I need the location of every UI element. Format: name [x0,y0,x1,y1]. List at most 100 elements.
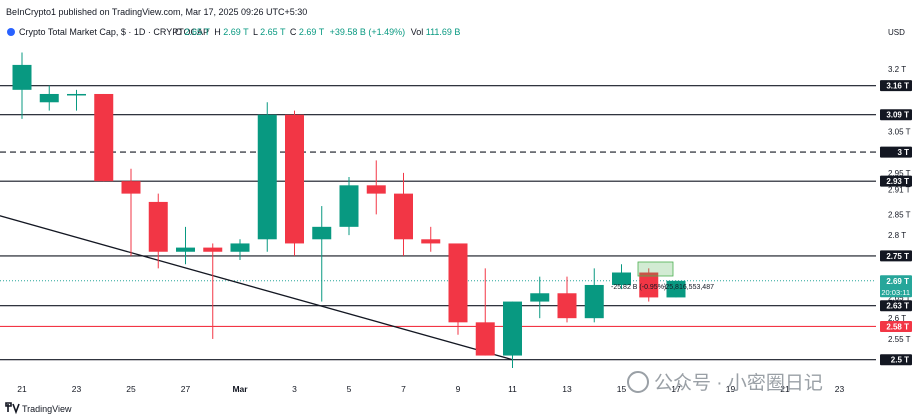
x-tick-label: 23 [72,384,82,394]
level-badge-label: 3.16 T [886,82,909,91]
candle-body [121,181,141,194]
measure-annotation: -25.82 B (-0.95%) -25,816,553,487 [611,261,714,291]
candle-body [148,201,168,252]
level-badge [880,175,912,187]
x-tick-label: 3 [292,384,297,394]
countdown-label: 20:03:11 [881,288,910,297]
x-tick-label: 27 [181,384,191,394]
candle [230,239,250,261]
y-tick-label: 3.2 T [888,65,906,74]
candle-body [203,247,223,252]
candle [203,243,223,339]
candle [285,110,304,256]
x-tick-label: 7 [401,384,406,394]
candle-body [503,301,522,356]
candle [394,172,413,256]
y-tick-label: 2.65 T [888,293,911,302]
x-tick-label: 9 [456,384,461,394]
candle-body [230,243,250,252]
level-badge [880,320,912,332]
x-axis-ticks: 21 23 25 27 Mar 3 5 7 9 11 13 15 17 19 21 23 [17,384,844,394]
level-badge-label: 2.58 T [886,322,909,331]
y-tick-label: 2.55 T [888,335,911,344]
tradingview-logo-icon [5,402,20,415]
candle [121,168,141,256]
candle [448,243,468,335]
candle [312,206,332,302]
wechat-icon [627,371,649,393]
candle-body [257,114,277,240]
candle [584,268,604,323]
level-badge-label: 3.09 T [886,111,909,120]
candle [557,276,577,323]
level-badge [880,275,912,298]
x-tick-label: 5 [347,384,352,394]
y-axis-ticks: 3.2 T 3.05 T 2.95 T 2.91 T 2.85 T 2.8 T 2.65 T… [888,65,911,344]
y-tick-label: 2.6 T [888,314,906,323]
symbol-logo-icon [7,28,15,36]
published-line: BeInCrypto1 published on TradingView.com… [6,7,307,17]
x-tick-label: 17 [671,384,681,394]
x-tick-label: 15 [617,384,627,394]
low-label: L [253,27,258,37]
open-label: O [175,27,182,37]
level-badge [880,80,912,92]
low-value: 2.65 T [260,27,286,37]
x-tick-label: 13 [562,384,572,394]
candle-body [666,280,686,298]
candle-body [285,114,304,244]
candle-body [176,247,195,252]
measure-left-label: -25.82 B (-0.95%) [611,284,666,291]
candle [503,301,522,368]
level-badge-label: 2.93 T [886,177,909,186]
level-badge [880,146,912,158]
volume-label: Vol [411,27,424,37]
symbol-info: Crypto Total Market Cap, $ · 1D · CRYPTO… [19,27,460,37]
candle [257,102,277,252]
symbol-title: Crypto Total Market Cap, $ · 1D · CRYPTO… [19,27,209,37]
candle [475,268,495,356]
close-label: C [290,27,297,37]
candle [612,264,631,290]
candle-body [12,64,32,90]
y-tick-label: 2.85 T [888,210,911,219]
level-badge [880,354,912,366]
support-resistance-levels [0,85,876,361]
x-tick-label: 21 [780,384,790,394]
candles [12,52,686,368]
candle [366,160,386,215]
y-tick-label: 2.8 T [888,231,906,240]
candle-body [584,284,604,319]
candle [176,226,195,265]
y-tick-label: 2.91 T [888,185,911,194]
y-tick-label: 3.05 T [888,127,911,136]
x-tick-label: 19 [726,384,736,394]
candle-body [557,293,577,319]
candle [639,268,659,302]
candle-body [366,185,386,194]
close-value: 2.69 T [299,27,325,37]
high-value: 2.69 T [223,27,249,37]
price-axis-badges: 3.16 T 3.09 T 3 T 2.93 T 2.75 T 2.69 T 20:03:1… [880,80,912,366]
level-badge-label: 2.63 T [886,302,909,311]
candle [666,280,686,298]
measure-right-label: -25,816,553,487 [663,284,714,291]
candle-body [639,272,659,298]
candle [94,93,114,182]
candle [421,226,441,252]
candle-body [448,243,468,323]
candle [530,276,550,319]
level-badge-label: 3 T [897,148,909,157]
level-badge [880,109,912,121]
candle [148,193,168,269]
candle-body [421,239,441,244]
candle-body [39,93,59,103]
trendline [0,215,513,361]
candle-body [339,185,359,227]
candle-body [394,193,413,240]
x-tick-label: 21 [17,384,27,394]
level-badge [880,250,912,262]
candle-body [530,293,550,302]
candle-body [312,226,332,240]
